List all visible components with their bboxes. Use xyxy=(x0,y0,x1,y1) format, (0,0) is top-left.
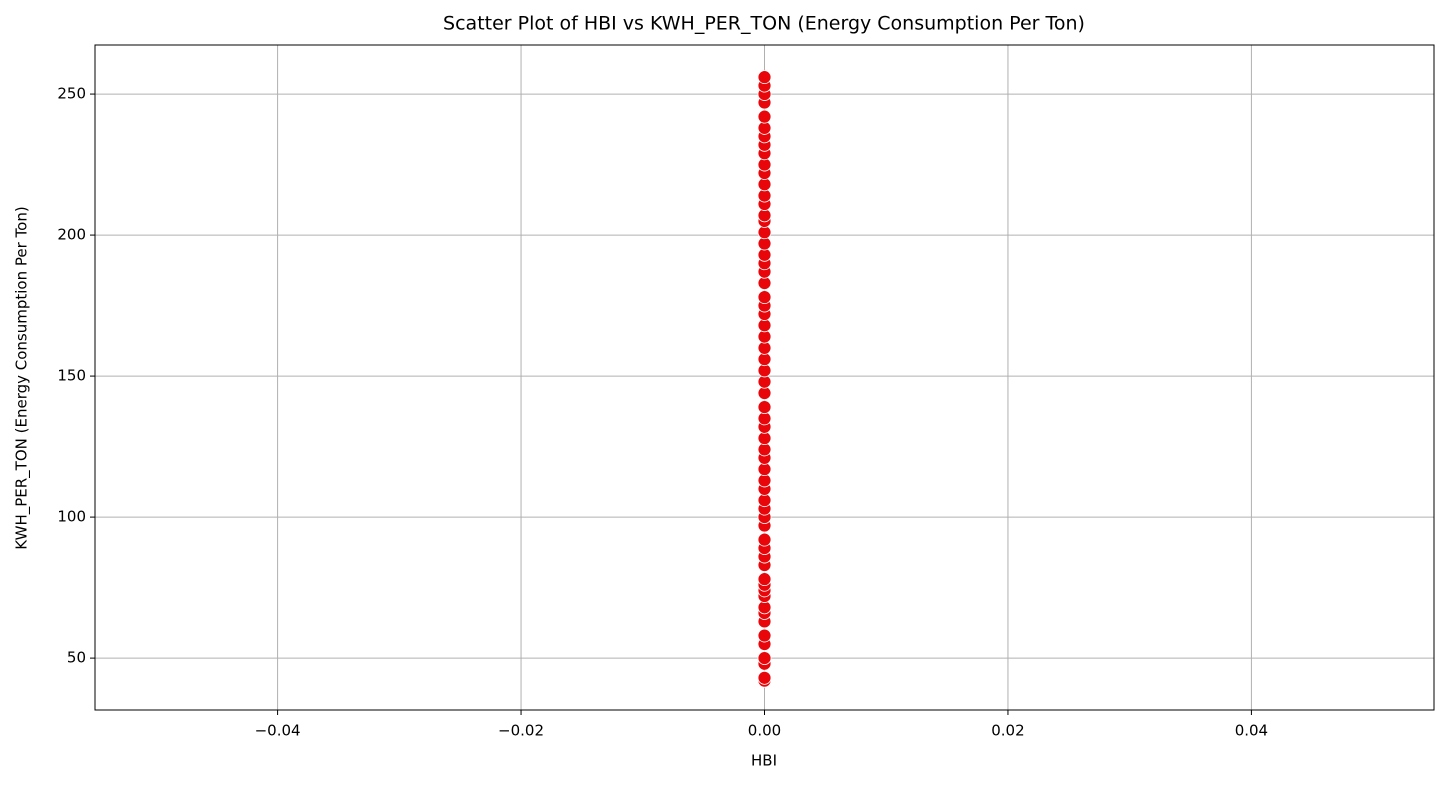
point xyxy=(757,670,772,685)
y-tick-label: 200 xyxy=(57,226,86,244)
y-tick-label: 150 xyxy=(57,367,86,385)
chart-title: Scatter Plot of HBI vs KWH_PER_TON (Ener… xyxy=(443,13,1085,35)
x-tick-label: 0.02 xyxy=(991,722,1024,740)
plot-frame xyxy=(94,44,1435,711)
point xyxy=(757,70,772,85)
x-tick-label: 0.04 xyxy=(1235,722,1268,740)
x-tick-label: 0.00 xyxy=(748,722,781,740)
point xyxy=(757,109,772,124)
point xyxy=(757,628,772,643)
y-tick-label: 100 xyxy=(57,508,86,526)
point xyxy=(757,290,772,305)
point xyxy=(757,400,772,415)
point xyxy=(757,651,772,666)
y-tick-label: 250 xyxy=(57,85,86,103)
x-axis-label: HBI xyxy=(751,752,777,770)
y-axis-label: KWH_PER_TON (Energy Consumption Per Ton) xyxy=(13,206,32,549)
point xyxy=(757,532,772,547)
y-tick-label: 50 xyxy=(67,649,86,667)
x-tick-label: −0.02 xyxy=(498,722,544,740)
x-tick-label: −0.04 xyxy=(255,722,301,740)
point xyxy=(757,572,772,587)
